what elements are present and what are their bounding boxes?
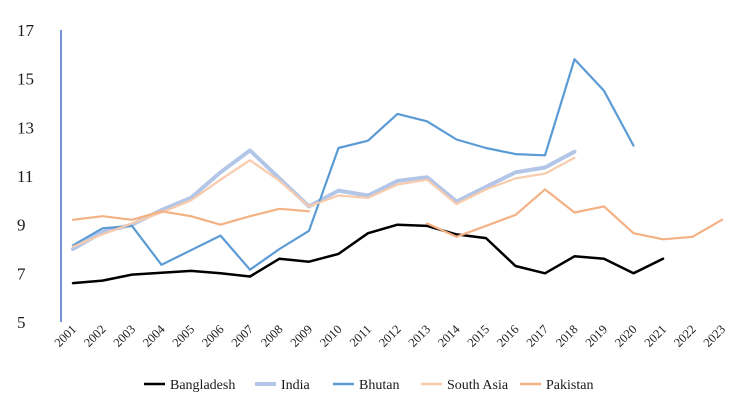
y-tick-label: 9	[17, 216, 26, 235]
x-tick-label: 2002	[81, 322, 109, 350]
x-tick-label: 2008	[258, 322, 286, 350]
y-tick-label: 17	[17, 21, 35, 40]
x-tick-label: 2006	[199, 322, 227, 350]
legend: Bangladesh India Bhutan South Asia Pakistan	[144, 378, 593, 393]
series-lines	[71, 58, 724, 285]
x-tick-label: 2019	[583, 322, 611, 350]
x-tick-label: 2017	[524, 322, 552, 350]
x-tick-label: 2012	[376, 322, 404, 350]
series-line-pakistan	[71, 188, 724, 241]
x-tick-label: 2005	[170, 322, 198, 350]
legend-label-india: India	[281, 378, 311, 393]
x-tick-label: 2001	[52, 322, 80, 350]
x-tick-label: 2013	[406, 322, 434, 350]
y-tick-label: 13	[17, 118, 34, 137]
x-tick-label: 2009	[288, 322, 316, 350]
x-tick-label: 2020	[612, 322, 640, 350]
y-tick-label: 15	[17, 70, 34, 89]
legend-label-south-asia: South Asia	[447, 378, 509, 393]
x-tick-label: 2007	[229, 322, 257, 350]
legend-label-bhutan: Bhutan	[359, 378, 399, 393]
x-tick-label: 2004	[140, 322, 168, 350]
x-tick-label: 2018	[553, 322, 581, 350]
y-tick-label: 7	[17, 264, 26, 283]
series-line-bangladesh	[71, 223, 665, 285]
x-tick-labels: 2001 2002 2003 2004 2005 2006 2007 2008 2009 2010…	[52, 322, 729, 350]
y-tick-label: 5	[17, 313, 26, 332]
series-line-south-asia	[71, 156, 576, 248]
x-tick-label: 2003	[111, 322, 139, 350]
x-tick-label: 2011	[347, 322, 374, 349]
x-tick-label: 2022	[671, 322, 699, 350]
legend-label-bangladesh: Bangladesh	[170, 378, 235, 393]
x-tick-label: 2015	[465, 322, 493, 350]
series-line-india	[71, 148, 577, 251]
y-tick-labels: 5 7 9 11 13 15 17	[17, 21, 35, 332]
series-line-bhutan	[71, 58, 635, 271]
x-tick-label: 2016	[494, 322, 522, 350]
legend-label-pakistan: Pakistan	[546, 378, 593, 393]
y-tick-label: 11	[17, 167, 33, 186]
x-tick-label: 2010	[317, 322, 345, 350]
x-tick-label: 2023	[701, 322, 729, 350]
x-tick-label: 2014	[435, 322, 463, 350]
x-tick-label: 2021	[642, 322, 670, 350]
